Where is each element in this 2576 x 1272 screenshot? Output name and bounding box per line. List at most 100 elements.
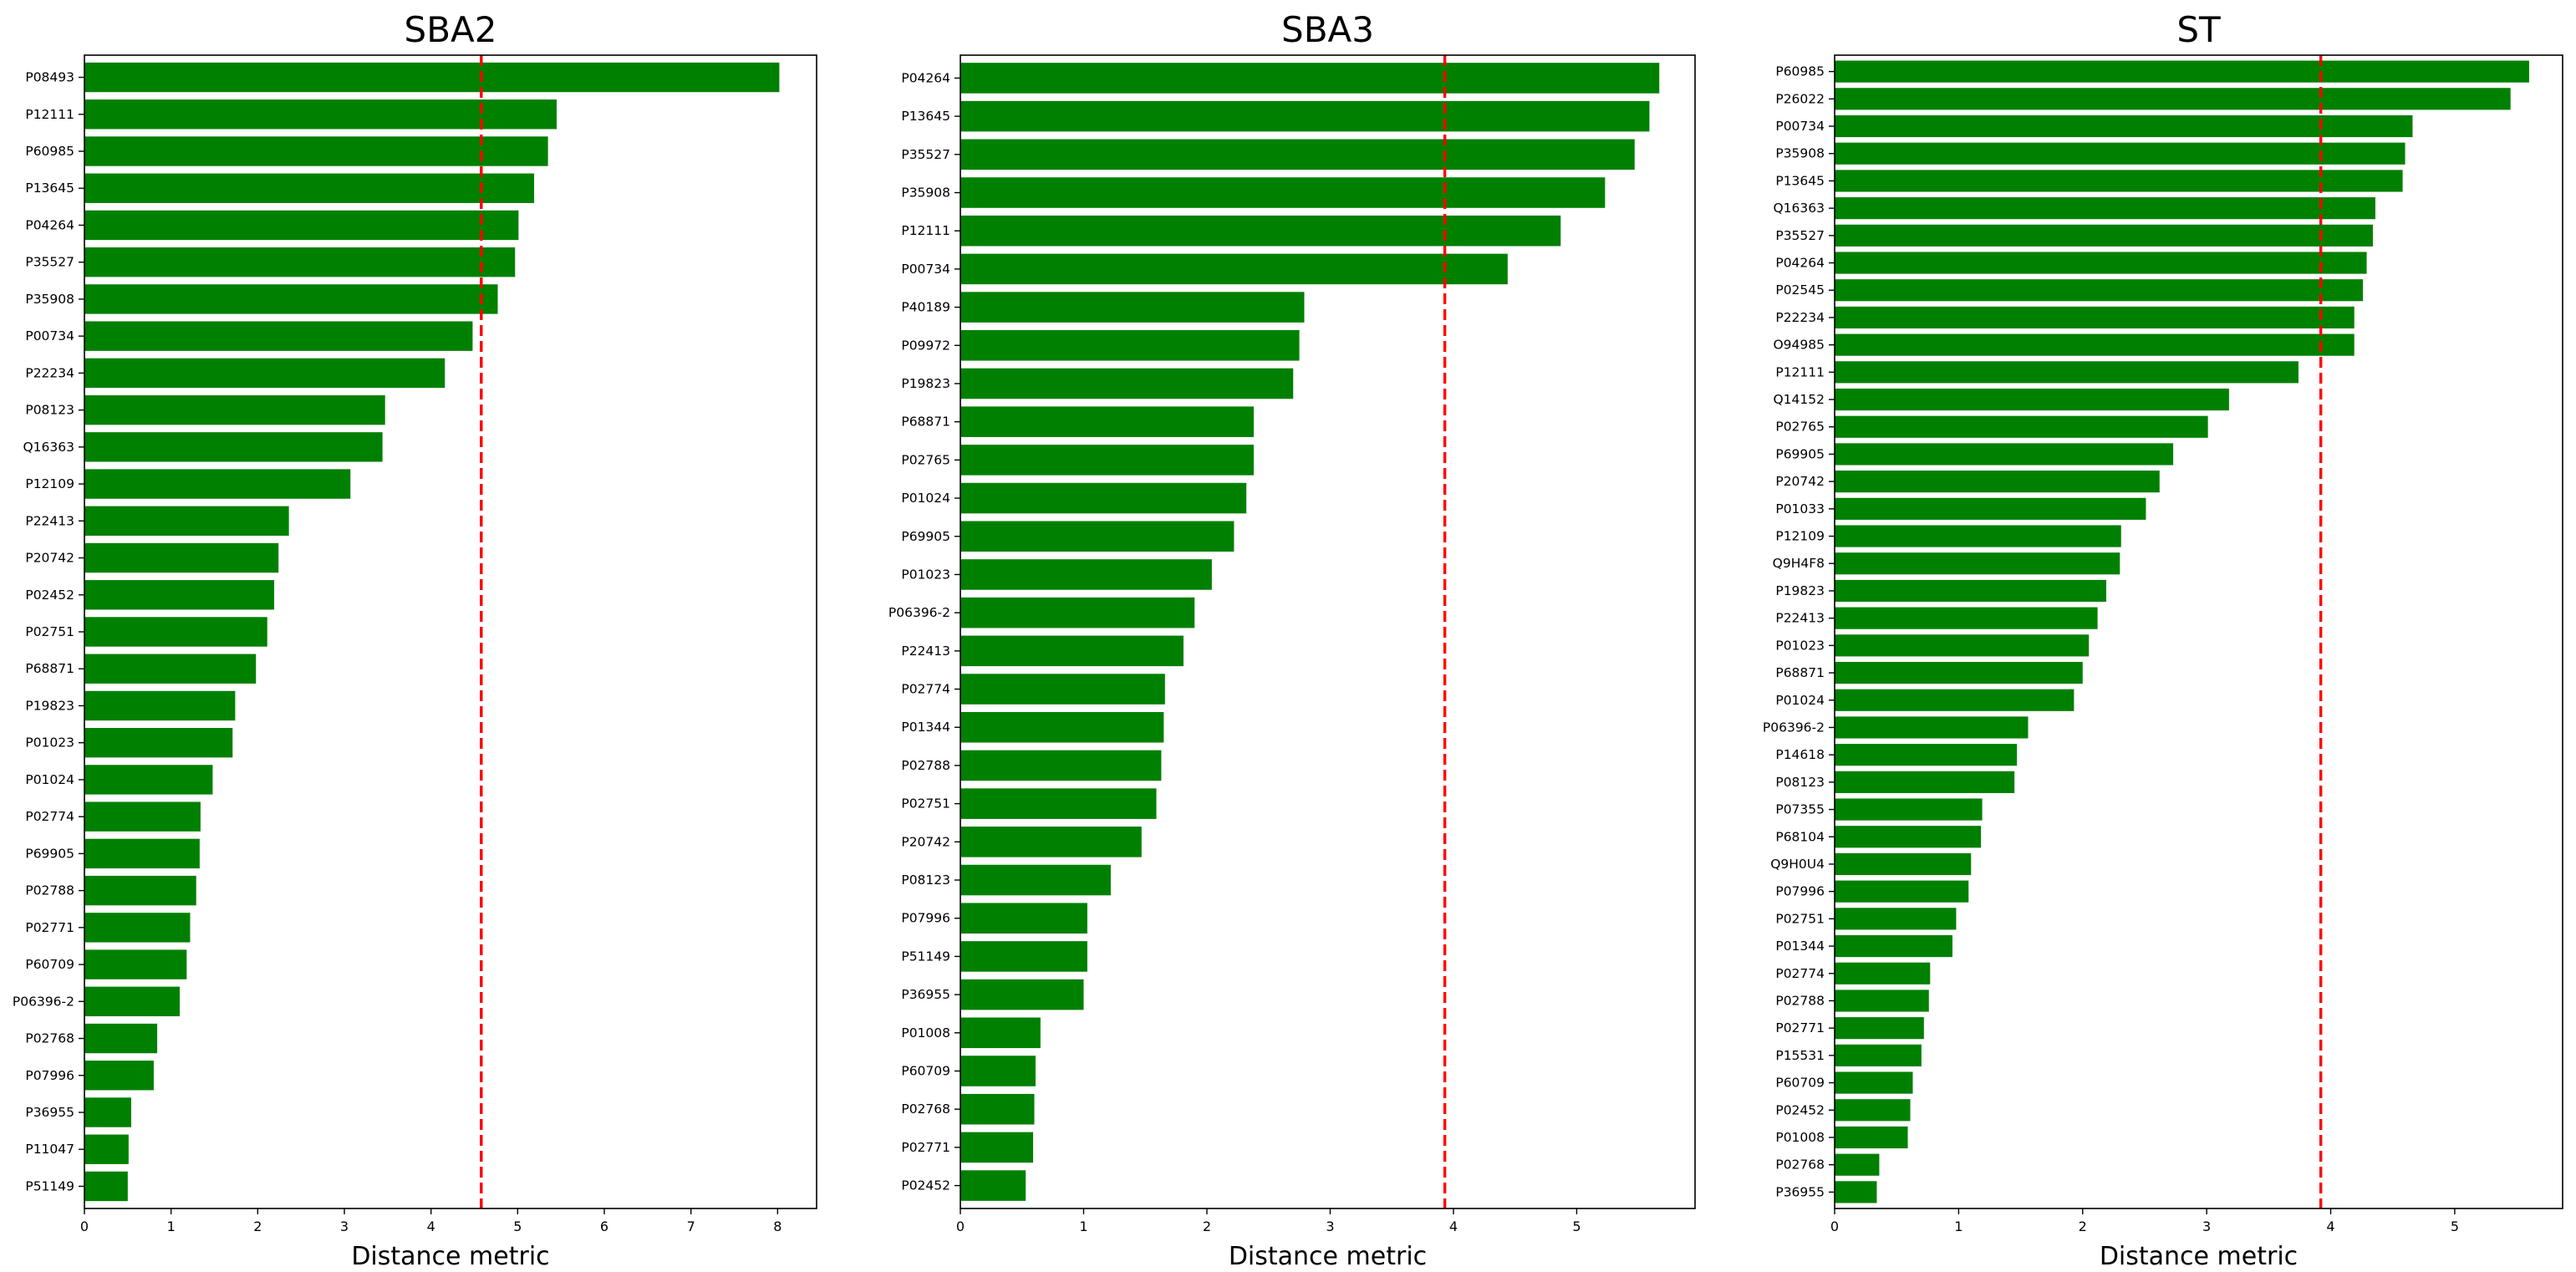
bar-p02788 [84,875,196,906]
chart-panel-sba3: P04264 P13645 P35527 P35908 P12111 P00734 P401… [888,9,1696,1271]
bar-p22234 [84,358,445,389]
bar-p02771 [84,913,191,943]
x-tick-label: 3 [1326,1219,1334,1234]
bar-p00734 [960,253,1508,285]
bar-p02765 [960,445,1255,476]
bar-p35908 [960,177,1606,208]
bar-p68871 [960,406,1255,437]
y-tick-label: P01023 [1775,638,1825,653]
y-tick-label: P22413 [901,644,950,659]
x-tick-label: 2 [1203,1219,1211,1234]
y-tick-label: P02771 [901,1140,950,1155]
y-tick-label: P02788 [25,883,74,898]
bar-q16363 [1835,197,2375,220]
y-tick-label: P02774 [1775,966,1825,981]
y-tick-label: P22413 [25,513,74,528]
y-tick-label: P01024 [1775,693,1825,708]
bar-p01344 [960,711,1164,743]
bar-p07996 [960,903,1087,934]
bar-p00734 [84,321,473,351]
y-tick-label: P06396-2 [13,994,74,1009]
y-tick-label: P35908 [1775,146,1825,161]
bar-p06396-2 [84,986,181,1016]
y-tick-label: P02765 [901,452,950,467]
bar-p01024 [1835,689,2075,711]
y-tick-label: P08123 [25,403,74,418]
chart-panel-sba2: P08493 P12111 P60985 P13645 P04264 P35527 P359… [13,9,817,1271]
y-tick-label: P36955 [901,987,950,1002]
bar-p35527 [960,139,1635,170]
y-tick-label: P12111 [1775,364,1825,379]
bar-p01023 [1835,634,2090,657]
y-tick-label: P01033 [1775,501,1825,516]
y-tick-label: P60709 [1775,1076,1825,1091]
x-tick-label: 1 [1079,1219,1087,1234]
y-tick-label: P13645 [901,109,950,124]
bar-p68871 [1835,661,2083,684]
y-tick-label: P02768 [1775,1158,1825,1173]
y-tick-label: P02774 [901,682,950,697]
y-tick-label: P06396-2 [888,605,950,620]
y-tick-label: P20742 [901,834,950,849]
y-tick-label: O94985 [1773,338,1825,353]
plot-frame [960,54,1696,1209]
y-tick-label: P19823 [25,698,74,713]
bar-p20742 [1835,471,2160,493]
y-tick-label: P04264 [1775,256,1825,271]
x-tick-label: 1 [1954,1219,1963,1234]
x-tick-label: 8 [773,1219,781,1234]
bar-p68104 [1835,826,1982,848]
x-tick-label: 5 [1572,1219,1581,1234]
bar-q9h4f8 [1835,552,2120,575]
bar-p35908 [1835,142,2405,165]
x-tick-label: 0 [80,1219,89,1234]
y-tick-label: P01024 [25,772,74,787]
bar-p69905 [1835,443,2174,466]
y-tick-label: P02768 [25,1031,74,1046]
y-tick-label: P06396-2 [1763,720,1825,735]
x-tick-label: 4 [1449,1219,1458,1234]
bar-p01344 [1835,934,1952,958]
y-tick-label: P02452 [901,1178,950,1193]
chart-title: SBA3 [1281,9,1374,50]
bar-p02771 [960,1132,1034,1163]
bar-p69905 [84,838,200,869]
y-tick-label: P01023 [901,567,950,582]
x-tick-label: 3 [340,1219,349,1234]
y-tick-label: P35527 [901,147,950,162]
bar-p19823 [84,690,236,721]
y-tick-label: P12109 [1775,529,1825,544]
bar-p14618 [1835,744,2018,766]
y-tick-label: P04264 [25,217,74,232]
y-tick-label: P68104 [1775,829,1825,844]
y-tick-label: P22413 [1775,611,1825,626]
bar-p02751 [960,788,1157,819]
x-tick-label: 6 [600,1219,608,1234]
bar-p60985 [84,136,548,166]
y-tick-label: P08493 [25,70,74,85]
bar-p35527 [84,247,516,277]
bar-p35527 [1835,224,2373,247]
y-tick-label: P09972 [901,338,950,353]
y-tick-label: P26022 [1775,91,1825,106]
y-tick-label: P11047 [25,1142,74,1157]
bar-p22413 [960,635,1184,667]
y-tick-label: P69905 [901,529,950,544]
bar-p08123 [960,864,1111,896]
y-tick-label: P35908 [25,292,74,307]
y-tick-label: P04264 [901,70,950,85]
bar-p02452 [1835,1099,1911,1122]
bar-p02774 [84,801,201,832]
bar-p12111 [960,215,1561,247]
y-tick-label: P02765 [1775,420,1825,435]
y-tick-label: P69905 [1775,446,1825,461]
bar-p12109 [84,469,351,499]
bar-q9h0u4 [1835,852,1972,876]
bar-p08123 [1835,771,2015,793]
chart-title: ST [2176,9,2221,50]
bar-o94985 [1835,333,2355,356]
x-axis-label: Distance metric [351,1242,549,1271]
bar-p01024 [84,765,213,795]
bar-p22413 [84,506,289,536]
